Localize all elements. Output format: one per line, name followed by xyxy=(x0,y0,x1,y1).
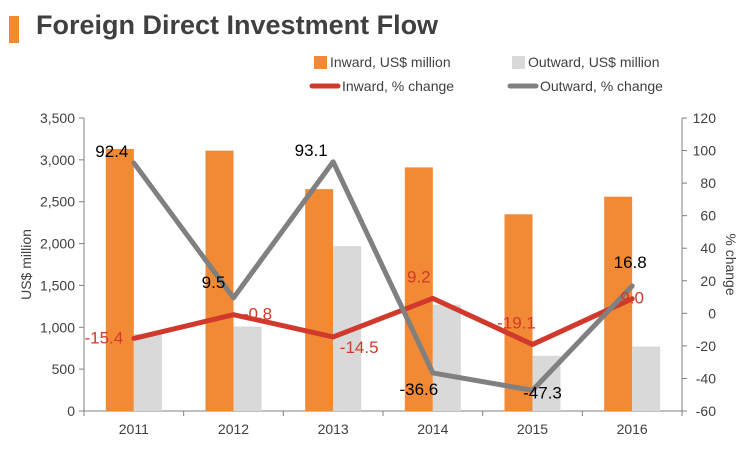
y-axis-title-left: US$ million xyxy=(18,229,34,300)
y-tick-label-right: 0 xyxy=(708,305,716,321)
y-tick-label-right: 60 xyxy=(700,208,716,224)
y-tick-label-right: -20 xyxy=(696,338,716,354)
x-tick-label: 2012 xyxy=(218,421,249,437)
data-label-outward-pct: 93.1 xyxy=(295,141,328,160)
data-label-inward-pct: -0.8 xyxy=(243,305,272,324)
x-tick-label: 2013 xyxy=(318,421,349,437)
bar-outward xyxy=(432,304,461,411)
data-label-outward-pct: 92.4 xyxy=(95,142,128,161)
line-outward-pct xyxy=(131,159,635,393)
x-tick-label: 2016 xyxy=(617,421,648,437)
y-tick-label-right: 120 xyxy=(693,110,717,126)
bar-inward xyxy=(105,148,134,411)
y-tick-label-right: -60 xyxy=(696,403,716,419)
line-inward-pct xyxy=(131,295,635,347)
y-tick-label-left: 2,500 xyxy=(40,194,75,210)
y-tick-label-left: 2,000 xyxy=(40,236,75,252)
bar-inward xyxy=(305,189,334,411)
data-label-inward-pct: 9.0 xyxy=(620,289,644,308)
y-tick-label-right: 40 xyxy=(700,240,716,256)
chart-title: Foreign Direct Investment Flow xyxy=(36,10,439,40)
legend-swatch xyxy=(314,56,327,69)
x-tick-label: 2011 xyxy=(119,421,149,437)
data-label-outward-pct: 16.8 xyxy=(614,253,647,272)
title-accent-bar xyxy=(9,16,19,43)
y-tick-label-right: 20 xyxy=(700,273,716,289)
y-axis-title-right: % change xyxy=(723,233,739,295)
y-tick-label-left: 3,000 xyxy=(40,152,75,168)
data-label-outward-pct: -36.6 xyxy=(399,380,438,399)
y-tick-label-right: 80 xyxy=(700,175,716,191)
y-tick-label-left: 500 xyxy=(52,361,76,377)
bar-inward xyxy=(404,167,433,411)
y-tick-label-right: 100 xyxy=(693,143,717,159)
y-tick-label-left: 0 xyxy=(67,403,75,419)
data-label-inward-pct: 9.2 xyxy=(407,267,431,286)
y-tick-label-left: 1,500 xyxy=(40,277,75,293)
legend-label: Outward, US$ million xyxy=(528,54,660,70)
y-tick-label-left: 1,000 xyxy=(40,319,75,335)
x-tick-label: 2014 xyxy=(417,421,448,437)
legend-label: Inward, % change xyxy=(342,78,454,94)
bar-outward xyxy=(632,346,661,411)
data-label-inward-pct: -14.5 xyxy=(340,338,379,357)
legend-swatch xyxy=(512,56,525,69)
data-label-outward-pct: -47.3 xyxy=(523,383,562,402)
y-tick-label-left: 3,500 xyxy=(40,110,75,126)
bar-outward xyxy=(233,326,262,411)
legend-label: Outward, % change xyxy=(540,78,663,94)
data-label-inward-pct: -15.4 xyxy=(84,328,123,347)
data-label-inward-pct: -19.1 xyxy=(497,313,536,332)
y-tick-label-right: -40 xyxy=(696,370,716,386)
x-tick-label: 2015 xyxy=(517,421,548,437)
legend-label: Inward, US$ million xyxy=(330,54,451,70)
bar-outward xyxy=(133,333,162,411)
data-label-outward-pct: 9.5 xyxy=(202,273,226,292)
bar-inward xyxy=(504,214,533,411)
